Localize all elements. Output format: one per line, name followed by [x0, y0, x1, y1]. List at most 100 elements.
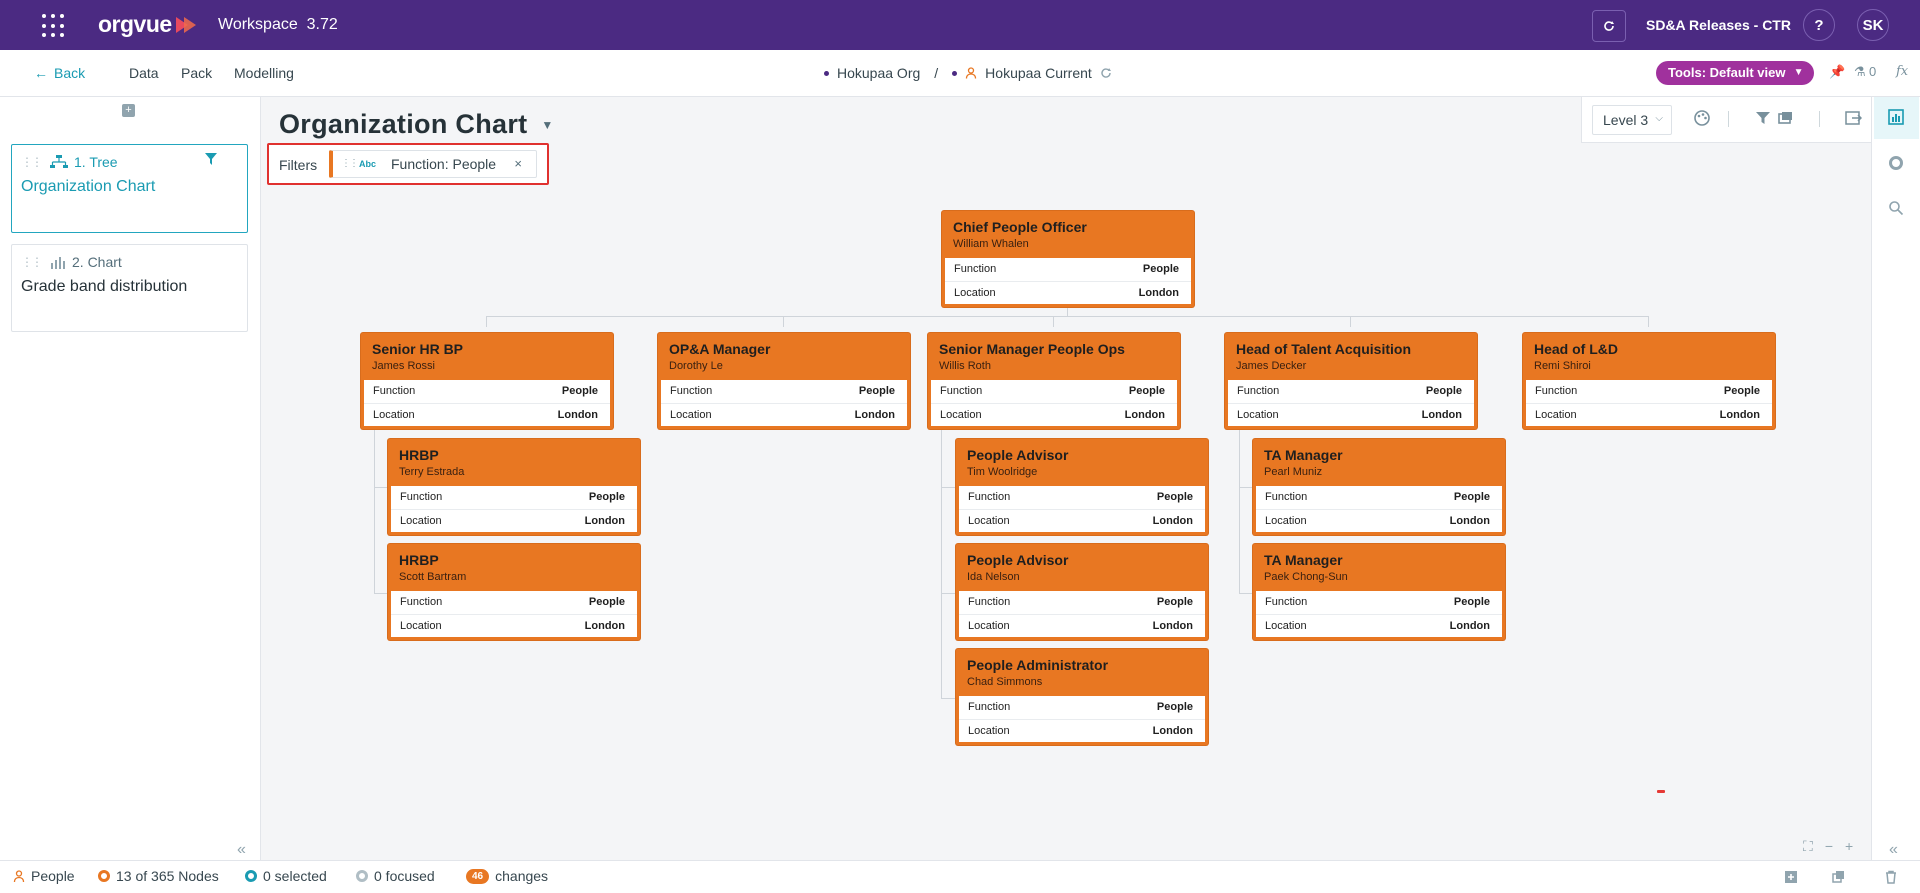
add-view-icon[interactable]: + — [122, 104, 135, 117]
node-field-row: Function People — [959, 696, 1205, 718]
field-label: Function — [968, 701, 1011, 713]
org-node-ta-manager[interactable]: TA Manager Pearl Muniz Function People Lo… — [1253, 439, 1505, 535]
org-node-hrbp[interactable]: HRBP Terry Estrada Function People Locati… — [388, 439, 640, 535]
org-node-people-advisor[interactable]: People Advisor Tim Woolridge Function Peo… — [956, 439, 1208, 535]
field-label: Function — [670, 385, 713, 397]
status-dataset-label: People — [31, 868, 75, 884]
formula-icon[interactable]: fx — [1896, 64, 1909, 79]
node-field-row: Function People — [1256, 591, 1502, 613]
org-node-senior-manager-people-ops[interactable]: Senior Manager People Ops Willis Roth Fu… — [928, 333, 1180, 429]
connector-line — [941, 593, 968, 594]
connector-line — [374, 593, 401, 594]
status-focused[interactable]: 0 focused — [356, 868, 435, 884]
filter-icon[interactable] — [1754, 109, 1772, 127]
field-value: People — [1425, 385, 1462, 397]
status-selected[interactable]: 0 selected — [245, 868, 327, 884]
view-card-chart[interactable]: ⋮⋮ 2. Chart Grade band distribution — [11, 244, 248, 332]
add-node-icon[interactable] — [1784, 870, 1798, 884]
node-field-row: Function People — [931, 380, 1177, 402]
selected-ring-icon — [245, 870, 257, 882]
org-node-people-advisor[interactable]: People Advisor Ida Nelson Function People… — [956, 544, 1208, 640]
trash-icon[interactable] — [1884, 870, 1898, 884]
breadcrumb-dataset[interactable]: Hokupaa Current — [985, 65, 1092, 81]
drag-handle-icon[interactable]: ⋮⋮ — [21, 155, 43, 169]
nodes-ring-icon — [98, 870, 110, 882]
copy-icon[interactable] — [1832, 870, 1846, 884]
tools-view-dropdown[interactable]: Tools: Default view ▼ — [1656, 61, 1814, 85]
tree-icon — [50, 155, 68, 168]
collapse-rail-icon[interactable]: « — [1889, 841, 1898, 858]
back-link[interactable]: ← Back — [34, 65, 85, 81]
release-selector[interactable]: SD&A Releases - CTR — [1646, 17, 1791, 33]
indicator-mark — [1657, 790, 1665, 793]
view-card-tree[interactable]: ⋮⋮ 1. Tree Organization Chart — [11, 144, 248, 233]
menu-modelling[interactable]: Modelling — [234, 65, 294, 81]
node-title: People Administrator — [967, 657, 1109, 673]
node-field-row: Function People — [959, 486, 1205, 508]
node-fields: Function People Location London — [1256, 591, 1502, 637]
zoom-out-icon[interactable]: − — [1824, 838, 1833, 854]
field-value: London — [1421, 409, 1462, 421]
node-title: Head of L&D — [1534, 341, 1618, 357]
drag-handle-icon[interactable]: ⋮⋮ — [21, 255, 43, 269]
org-node-ta-manager[interactable]: TA Manager Paek Chong-Sun Function People… — [1253, 544, 1505, 640]
field-value: London — [1449, 515, 1490, 527]
layers-icon[interactable] — [1776, 109, 1794, 127]
connector-line — [941, 430, 942, 698]
collapse-panel-icon[interactable]: « — [237, 841, 246, 858]
flask-icon[interactable]: ⚗ — [1854, 64, 1866, 79]
org-node-hrbp[interactable]: HRBP Scott Bartram Function People Locati… — [388, 544, 640, 640]
node-fields: Function People Location London — [391, 486, 637, 532]
close-icon[interactable]: × — [514, 156, 522, 171]
refresh-icon[interactable] — [1100, 67, 1112, 79]
org-node-head-of-ld[interactable]: Head of L&D Remi Shiroi Function People L… — [1523, 333, 1775, 429]
field-value: People — [1156, 701, 1193, 713]
connector-line — [1239, 430, 1240, 593]
help-button[interactable]: ? — [1803, 9, 1835, 41]
orgvue-logo[interactable]: orgvue — [98, 11, 198, 38]
zoom-in-icon[interactable]: + — [1845, 838, 1854, 854]
connector-line — [941, 487, 968, 488]
workspace-version: 3.72 — [306, 16, 338, 33]
org-node-head-of-talent-acquisition[interactable]: Head of Talent Acquisition James Decker … — [1225, 333, 1477, 429]
pin-icon[interactable]: 📌 — [1829, 64, 1846, 79]
menu-data[interactable]: Data — [129, 65, 159, 81]
field-label: Location — [1237, 409, 1279, 421]
filter-chip[interactable]: ⋮⋮ Abc Function: People × — [329, 150, 537, 178]
search-icon[interactable] — [1888, 200, 1904, 216]
circle-icon[interactable] — [1888, 155, 1904, 171]
chart-panel-icon[interactable] — [1888, 109, 1904, 125]
field-label: Function — [940, 385, 983, 397]
node-title: TA Manager — [1264, 447, 1343, 463]
node-fields: Function People Location London — [959, 696, 1205, 742]
status-nodes[interactable]: 13 of 365 Nodes — [98, 868, 219, 884]
org-node-people-administrator[interactable]: People Administrator Chad Simmons Functi… — [956, 649, 1208, 745]
node-fields: Function People Location London — [931, 380, 1177, 426]
menu-pack[interactable]: Pack — [181, 65, 213, 81]
export-icon[interactable] — [1844, 109, 1862, 127]
sub-navigation: ← Back Data Pack Modelling Hokupaa Org /… — [0, 50, 1920, 97]
status-dataset[interactable]: People — [13, 868, 75, 884]
connector-line — [1648, 316, 1649, 327]
field-label: Function — [1535, 385, 1578, 397]
status-nodes-label: 13 of 365 Nodes — [116, 868, 219, 884]
palette-icon[interactable] — [1693, 109, 1711, 127]
app-launcher-icon[interactable] — [42, 14, 66, 38]
page-title[interactable]: Organization Chart ▼ — [279, 109, 554, 140]
org-node-senior-hr-bp[interactable]: Senior HR BP James Rossi Function People … — [361, 333, 613, 429]
org-node-opa-manager[interactable]: OP&A Manager Dorothy Le Function People L… — [658, 333, 910, 429]
filter-icon[interactable] — [205, 153, 217, 165]
org-node-chief-people-officer[interactable]: Chief People Officer William Whalen Func… — [942, 211, 1194, 307]
node-field-row: Location London — [959, 719, 1205, 741]
view-type-label: 2. Chart — [72, 254, 122, 270]
node-person-name: Scott Bartram — [399, 571, 467, 583]
field-label: Location — [1535, 409, 1577, 421]
drag-handle-icon[interactable]: ⋮⋮ — [341, 158, 359, 169]
sync-button[interactable] — [1592, 10, 1626, 42]
level-select[interactable]: Level 3 ⌵ — [1592, 105, 1672, 135]
node-person-name: Remi Shiroi — [1534, 360, 1591, 372]
user-avatar[interactable]: SK — [1857, 9, 1889, 41]
fit-screen-icon[interactable]: ⛶ — [1803, 838, 1813, 854]
status-changes[interactable]: 46 changes — [466, 868, 548, 884]
breadcrumb-org[interactable]: Hokupaa Org — [837, 65, 921, 81]
